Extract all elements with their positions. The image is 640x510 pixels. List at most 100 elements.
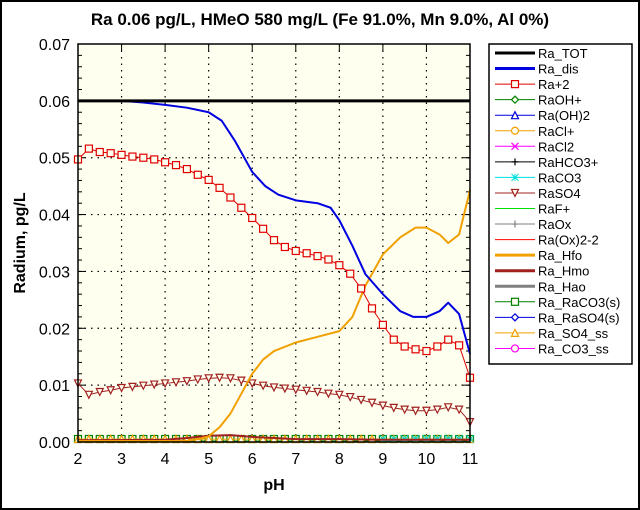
x-tick-label: 9 (378, 451, 387, 468)
series-raso4 (73, 373, 475, 427)
legend-item-ra-2: Ra+2 (495, 77, 569, 92)
legend-item-ra-tot: Ra_TOT (495, 46, 588, 61)
data-point (259, 224, 268, 233)
data-point (378, 401, 388, 411)
data-point (269, 236, 279, 245)
legend-item-raox: RaOx (495, 217, 572, 232)
x-tick-label: 8 (335, 451, 344, 468)
y-tick-label: 0.03 (39, 264, 70, 281)
data-point (411, 345, 420, 354)
legend-label: RaOH+ (538, 93, 582, 108)
data-point (302, 386, 312, 396)
data-point (432, 405, 442, 415)
legend: Ra_TOTRa_disRa+2RaOH+Ra(OH)2RaCl+RaCl2Ra… (495, 46, 620, 356)
series-layer (73, 99, 475, 444)
series-ra-hmo (77, 434, 470, 442)
legend-item-raso4: RaSO4 (495, 186, 581, 201)
x-tick-labels: 2 3 4 5 6 7 8 9 10 11 (74, 451, 479, 468)
data-point (422, 346, 431, 356)
data-point (106, 149, 115, 158)
data-point (95, 147, 104, 157)
legend-label: RaCO3 (538, 170, 581, 185)
legend-swatch-marker (510, 188, 520, 198)
legend-label: RaSO4 (538, 186, 581, 201)
legend-swatch-marker (510, 313, 520, 322)
legend-swatch-marker (510, 95, 520, 104)
data-point (215, 183, 224, 192)
data-point (117, 383, 127, 393)
series-line-ra-dis (121, 99, 471, 355)
legend-swatch-marker (510, 126, 520, 135)
data-point (334, 390, 344, 400)
y-axis-title: Radium, pg/L (12, 192, 29, 294)
legend-item-ra-dis: Ra_dis (495, 62, 579, 77)
legend-label: Ra_Hmo (538, 264, 589, 279)
legend-label: Ra+2 (538, 77, 569, 92)
legend-item-ra-so4-ss: Ra_SO4_ss (495, 326, 609, 341)
legend-swatch-marker (511, 158, 519, 166)
data-point (389, 335, 398, 344)
y-tick-labels: 0.00 0.01 0.02 0.03 0.04 0.05 0.06 0.07 (39, 37, 70, 452)
legend-box (488, 43, 633, 365)
legend-item-ra-oh-2: Ra(OH)2 (495, 108, 590, 123)
data-point (84, 144, 93, 153)
legend-item-ra-ox-2-2: Ra(Ox)2-2 (495, 233, 599, 248)
data-point (454, 405, 464, 415)
y-tick-label: 0.00 (39, 435, 70, 452)
data-point (323, 389, 333, 399)
data-point (138, 381, 148, 391)
x-tick-label: 7 (291, 451, 300, 468)
data-point (204, 374, 214, 384)
legend-item-racl: RaCl+ (495, 124, 575, 139)
legend-item-ra-raco3-s: Ra_RaCO3(s) (495, 295, 620, 310)
data-point (247, 379, 257, 389)
data-point (324, 255, 333, 264)
data-point (226, 193, 235, 202)
data-point (291, 385, 301, 395)
y-tick-label: 0.01 (39, 378, 70, 395)
data-point (367, 304, 377, 313)
data-point (400, 405, 410, 415)
series-line-ra-hmo (77, 434, 470, 442)
data-point (389, 403, 399, 413)
x-tick-label: 11 (462, 451, 479, 468)
data-point (106, 386, 116, 396)
data-point (84, 390, 94, 400)
data-point (280, 384, 290, 394)
data-point (237, 203, 246, 212)
legend-item-rahco3: RaHCO3+ (495, 155, 598, 170)
data-point (411, 406, 421, 416)
legend-label: Ra(OH)2 (538, 108, 590, 123)
legend-label: Ra_Hfo (538, 248, 582, 263)
data-point (356, 395, 366, 405)
legend-item-racl2: RaCl2 (495, 139, 574, 154)
data-point (291, 246, 300, 256)
data-point (400, 342, 409, 351)
legend-swatch-marker (511, 173, 519, 182)
data-point (357, 284, 366, 293)
series-ra-2 (73, 144, 475, 382)
legend-label: Ra_dis (538, 62, 579, 77)
data-point (258, 381, 268, 391)
data-point (335, 261, 344, 270)
legend-label: RaOx (538, 217, 572, 232)
data-point (313, 251, 322, 261)
legend-item-ra-hfo: Ra_Hfo (495, 248, 582, 263)
series-line-ra-hfo (78, 189, 471, 442)
data-point (204, 175, 213, 184)
data-point (433, 342, 442, 351)
x-tick-label: 5 (204, 451, 213, 468)
y-tick-label: 0.02 (39, 321, 70, 338)
legend-label: RaHCO3+ (538, 155, 598, 170)
x-tick-label: 10 (418, 451, 436, 468)
legend-label: RaF+ (538, 202, 570, 217)
data-point (171, 378, 181, 388)
data-point (236, 376, 246, 386)
x-tick-label: 3 (117, 451, 126, 468)
data-point (161, 158, 170, 167)
data-point (421, 406, 431, 416)
legend-item-ra-hmo: Ra_Hmo (495, 264, 589, 279)
data-point (378, 320, 387, 329)
series-ra-dis (121, 99, 471, 355)
